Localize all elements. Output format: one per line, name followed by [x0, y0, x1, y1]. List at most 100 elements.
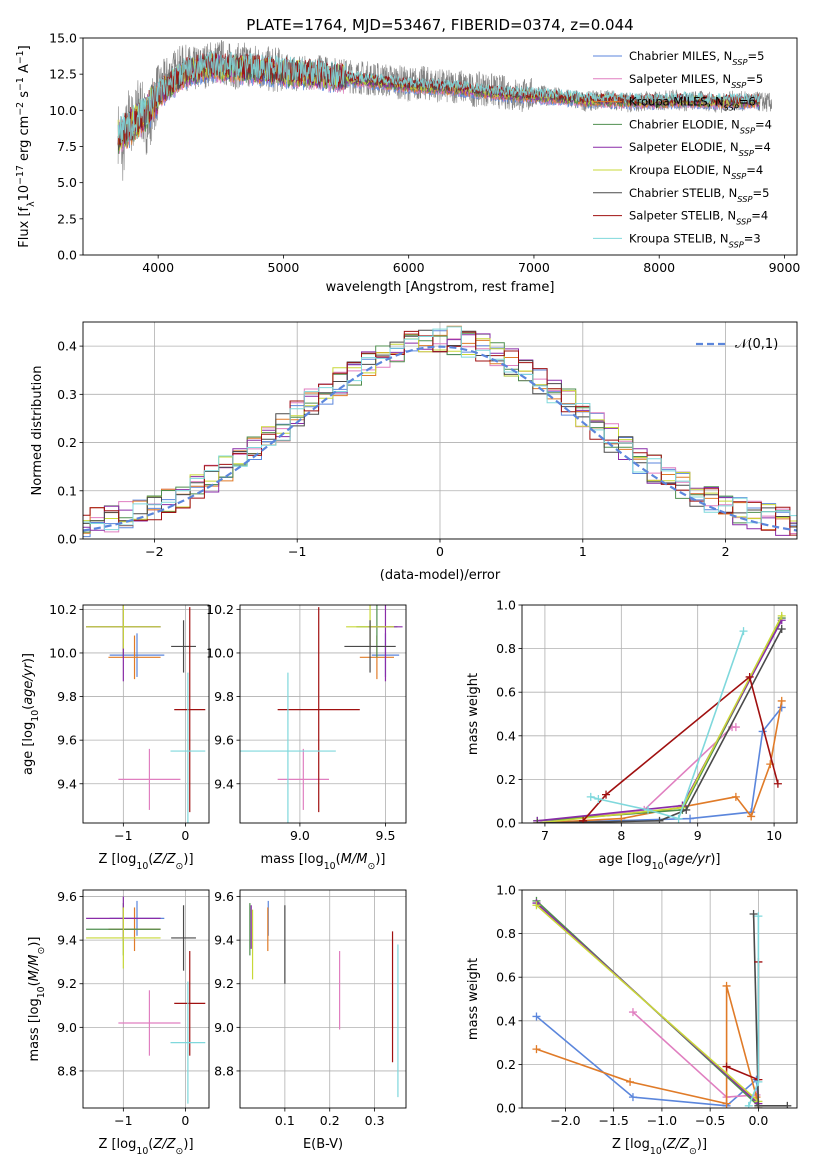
residual-histogram-line: [83, 332, 797, 533]
legend-entry: Kroupa MILES, NSSP=6: [629, 95, 756, 113]
mass-weight-marker: [602, 790, 611, 799]
residuals-ytick-label: 0.4: [57, 339, 77, 354]
legend-entry: Kroupa ELODIE, NSSP=4: [629, 163, 763, 181]
mass_vs_Z-ytick-label: 9.0: [57, 1020, 77, 1035]
spectrum-y-label-part: −1: [15, 50, 26, 64]
weight_vs_age-xtick-label: 8: [617, 828, 625, 843]
normal-reference-curve: [83, 345, 797, 532]
residuals-xtick-label: 1: [579, 544, 587, 559]
mass_vs_Z-x-label: Z [log10(Z/Z⊙)]: [98, 1137, 193, 1157]
weight_vs_Z-ytick-label: 0.6: [496, 970, 516, 985]
mass_vs_ebv-x-label: E(B-V): [303, 1137, 343, 1152]
age_vs_Z-frame: [82, 604, 210, 824]
mass_vs_Z-ytick-label: 9.2: [57, 976, 77, 991]
spectrum-y-label-part: A: [17, 64, 32, 77]
mass-weight-marker: [777, 611, 786, 620]
spectrum-ytick-label: 5.0: [57, 175, 77, 190]
age_vs_Z-x-label-part: 10: [136, 861, 148, 872]
weight_vs_Z-ytick-label: 0.2: [496, 1057, 516, 1072]
mass-weight-marker: [686, 814, 695, 823]
age_vs_Z-x-label-part: ⊙: [176, 861, 184, 872]
spectrum-ytick-label: 10.0: [49, 103, 77, 118]
legend-entry-part: SSP: [736, 217, 751, 227]
legend-entry-part: =6: [739, 95, 756, 109]
mass_vs_Z-x-label-part: (: [148, 1137, 153, 1152]
mass-weight-marker: [777, 624, 786, 633]
spectrum-ytick-label: 2.5: [57, 211, 77, 226]
age_vs_mass-x-label-part: ⊙: [367, 861, 375, 872]
weight_vs_age-xtick-label: 7: [541, 828, 549, 843]
weight_vs_age-ytick-label: 0.2: [496, 772, 516, 787]
mass_vs_Z-y-label-part: mass [log: [27, 998, 42, 1061]
legend-entry-part: =5: [747, 49, 764, 63]
weight_vs_Z-xtick-label: −2.0: [550, 1113, 580, 1128]
residuals-xtick-label: 2: [722, 544, 730, 559]
legend-entry-part: Chabrier MILES, N: [629, 49, 732, 63]
spectrum-model-kroupa-stelib: [117, 50, 760, 144]
mass-weight-marker: [532, 1012, 541, 1021]
mass_vs_Z-y-label-part: M/M: [27, 955, 42, 982]
legend-entry-part: Chabrier STELIB, N: [629, 186, 737, 200]
weight_vs_Z-xtick-label: −1.5: [598, 1113, 628, 1128]
mass-weight-marker: [744, 1101, 753, 1108]
mass-weight-line: [582, 675, 779, 822]
mass-weight-marker: [777, 696, 786, 705]
age_vs_mass-x-label-part: )]: [375, 852, 385, 867]
mass-weight-marker: [626, 1077, 635, 1086]
weight_vs_Z-frame: [521, 889, 798, 1109]
legend-entry: Chabrier ELODIE, NSSP=4: [629, 117, 772, 135]
mass_vs_Z-ytick-label: 9.6: [57, 889, 77, 904]
legend-entry-part: =4: [754, 140, 771, 154]
spectrum-y-label-part: erg cm: [17, 116, 32, 165]
legend-entry-part: Salpeter MILES, N: [629, 72, 731, 86]
legend-entry-part: SSP: [732, 57, 747, 67]
mass_vs_Z-ytick-label: 9.4: [57, 933, 77, 948]
residuals-ytick-label: 0.0: [57, 532, 77, 547]
mass-weight-marker: [731, 792, 740, 801]
normal-legend-label: 𝒩(0,1): [735, 337, 778, 352]
spectrum-ytick-label: 0.0: [57, 248, 77, 263]
mass-weight-marker: [745, 672, 754, 681]
spectrum-y-label-part: 10: [17, 185, 32, 202]
mass_vs_ebv-plot-area: [240, 890, 406, 1108]
weight_vs_age-x-label-part: )]: [710, 852, 720, 867]
weight_vs_age-ytick-label: 0.8: [496, 641, 516, 656]
legend-entry-part: SSP: [731, 171, 746, 181]
spectrum-xtick-label: 8000: [643, 260, 675, 275]
age_vs_Z-plot-area: [83, 605, 209, 823]
age_vs_Z-y-label-part: )]: [21, 653, 36, 663]
residuals-ytick-label: 0.3: [57, 387, 77, 402]
mass_vs_Z-x-label-part: Z [log: [98, 1137, 136, 1152]
mass-weight-line: [590, 630, 745, 820]
mass-weight-marker: [655, 816, 664, 823]
weight_vs_age-x-label-part: age/yr: [669, 852, 712, 867]
legend-entry-part: Kroupa STELIB, N: [629, 231, 729, 245]
weight_vs_age-ytick-label: 0.0: [496, 816, 516, 831]
age_vs_mass-xtick-label: 9.0: [290, 828, 310, 843]
spectrum-y-label-part: −17: [15, 165, 26, 185]
mass_vs_Z-frame: [82, 889, 210, 1109]
weight_vs_Z-x-label-part: 10: [650, 1146, 662, 1157]
legend-entry-part: Kroupa ELODIE, N: [629, 163, 731, 177]
legend-entry-part: =4: [746, 163, 763, 177]
age_vs_mass-plot-area: [240, 605, 406, 823]
panel-mass_vs_Z: −1 0 8.8 9.0 9.2 9.4 9.6: [57, 889, 210, 1128]
age_vs_mass-x-label-part: M/M: [341, 852, 368, 867]
weight_vs_Z-x-label-part: Z [log: [612, 1137, 650, 1152]
age_vs_Z-x-label: Z [log10(Z/Z⊙)]: [98, 852, 193, 872]
mass-weight-line: [535, 904, 759, 1103]
age_vs_Z-y-label-part: (: [21, 705, 36, 710]
residuals-xtick-label: −2: [145, 544, 163, 559]
mass-weight-marker: [644, 805, 653, 814]
mass-weight-marker: [594, 795, 603, 804]
panel-age_vs_mass: 9.0 9.5 9.4 9.6 9.8 10.0 10.2: [206, 602, 407, 843]
weight_vs_age-ytick-label: 0.4: [496, 728, 516, 743]
mass-weight-marker: [682, 805, 691, 814]
mass_vs_ebv-ytick-label: 9.4: [214, 933, 234, 948]
age_vs_mass-frame: [239, 604, 407, 824]
mass-weight-marker: [747, 812, 756, 821]
mass_vs_ebv-xtick-label: 0.3: [365, 1113, 385, 1128]
mass-weight-line: [537, 700, 783, 823]
age_vs_mass-x-label-part: (: [336, 852, 341, 867]
